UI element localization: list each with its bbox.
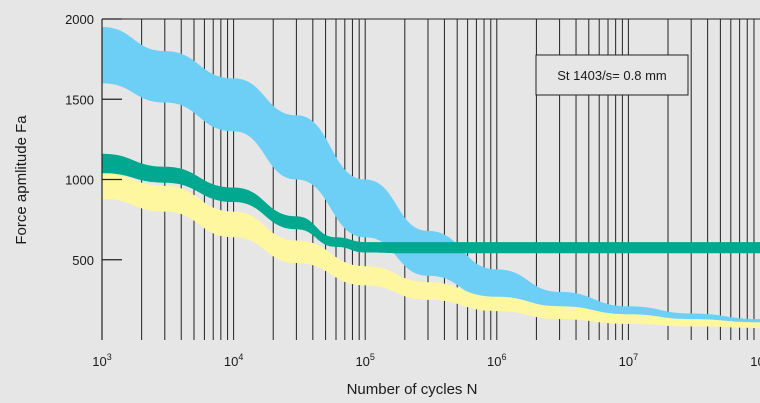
y-tick-label: 2000 bbox=[65, 12, 94, 27]
x-tick-label: 108 bbox=[750, 352, 760, 369]
x-tick-label: 106 bbox=[487, 352, 506, 369]
x-tick-label: 107 bbox=[619, 352, 638, 369]
y-tick-label: 1500 bbox=[65, 92, 94, 107]
band-1 bbox=[102, 27, 760, 325]
x-tick-label: 103 bbox=[92, 352, 111, 369]
band-2 bbox=[102, 173, 760, 328]
y-tick-label: 500 bbox=[72, 253, 94, 268]
y-axis-title: Force apmlitude Fa bbox=[13, 115, 30, 245]
x-tick-label: 104 bbox=[224, 352, 243, 369]
annotation-text: St 1403/s= 0.8 mm bbox=[557, 68, 666, 83]
annotation-box bbox=[535, 54, 689, 96]
band-3 bbox=[102, 153, 760, 254]
x-tick-label: 105 bbox=[355, 352, 374, 369]
x-axis-title: Number of cycles N bbox=[347, 381, 478, 398]
y-tick-label: 1000 bbox=[65, 173, 94, 188]
